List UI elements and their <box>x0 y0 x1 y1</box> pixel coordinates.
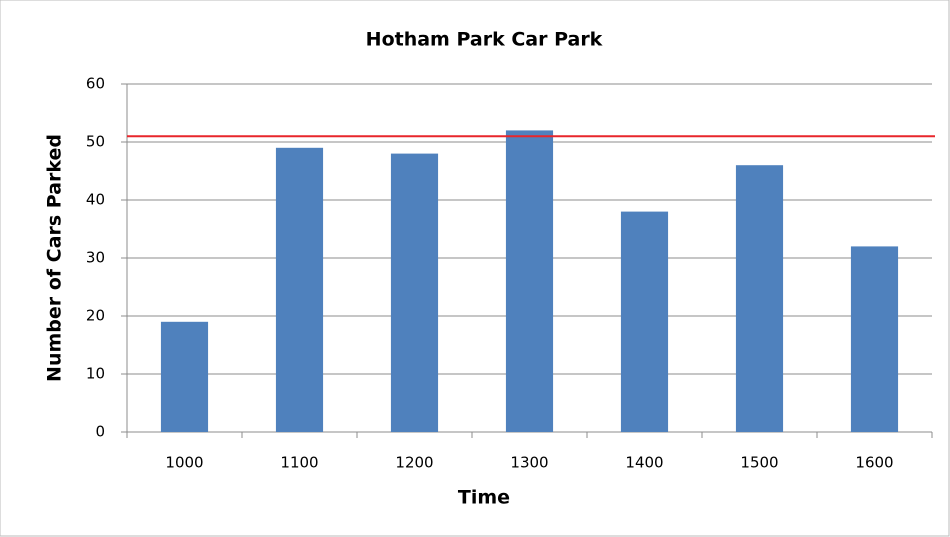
bar <box>160 321 209 432</box>
y-tick-label: 50 <box>86 133 105 151</box>
x-tick-label: 1300 <box>510 454 548 472</box>
bar <box>390 153 439 432</box>
y-tick-label: 60 <box>86 75 105 93</box>
chart-title: Hotham Park Car Park <box>366 29 603 51</box>
bar <box>275 147 324 433</box>
y-tick-label: 40 <box>86 191 105 209</box>
x-tick-label: 1400 <box>625 454 663 472</box>
x-tick-label: 1500 <box>740 454 778 472</box>
bar <box>505 130 554 432</box>
x-tick-label: 1600 <box>855 454 893 472</box>
bar <box>735 165 784 432</box>
x-axis-title: Time <box>458 487 510 509</box>
y-axis-title: Number of Cars Parked <box>44 134 66 382</box>
bar <box>620 211 669 432</box>
x-tick-label: 1100 <box>280 454 318 472</box>
bar <box>850 246 899 432</box>
y-tick-label: 20 <box>86 307 105 325</box>
y-tick-label: 10 <box>86 365 105 383</box>
x-tick-label: 1200 <box>395 454 433 472</box>
x-tick-label: 1000 <box>165 454 203 472</box>
y-tick-label: 30 <box>86 249 105 267</box>
y-tick-label: 0 <box>95 423 105 441</box>
